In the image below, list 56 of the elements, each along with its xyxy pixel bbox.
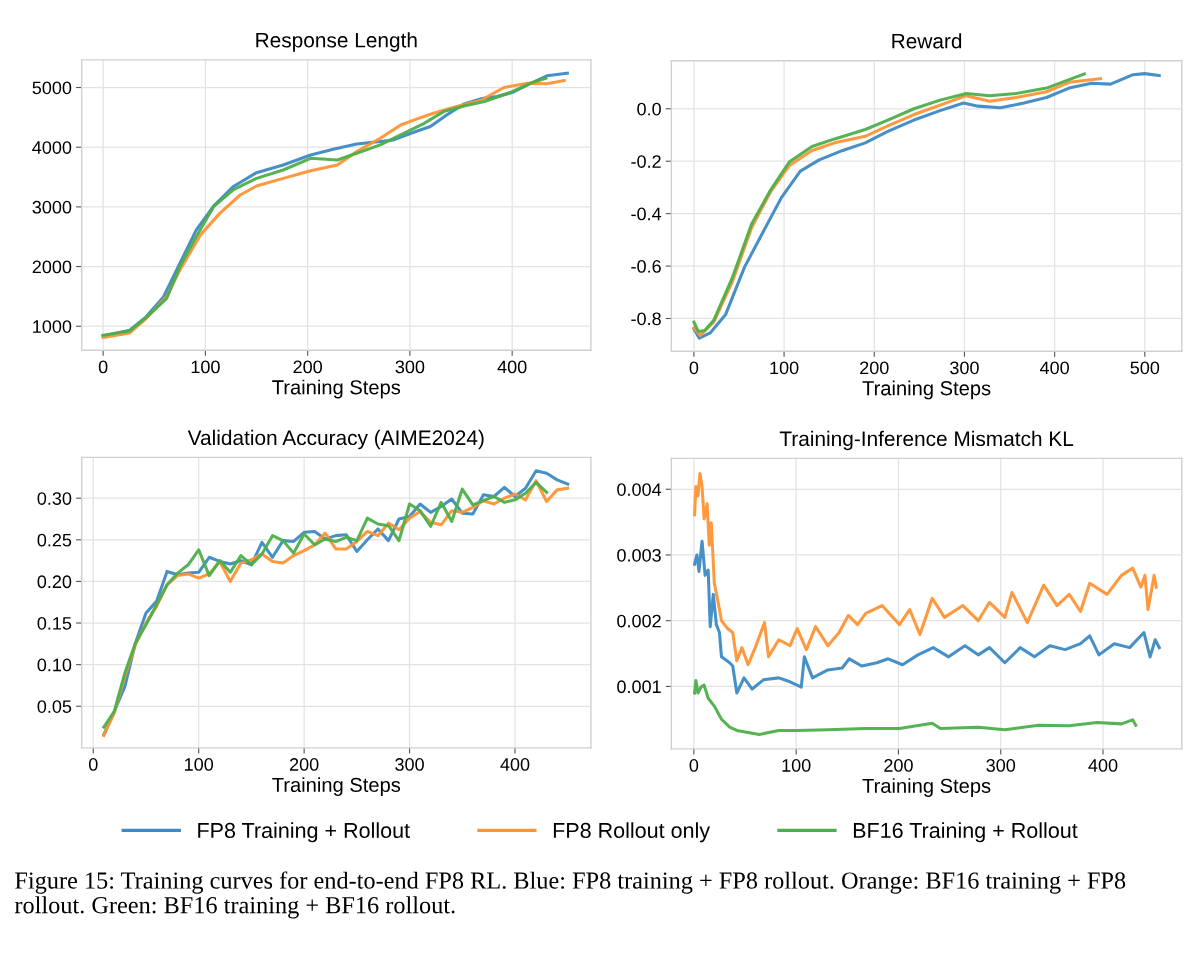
x-axis-title: Training Steps [862,380,991,400]
x-tick-label: 200 [293,360,323,374]
x-tick-label: 0 [689,361,699,375]
line-series [693,678,1138,736]
y-tick-label: 1000 [33,320,72,333]
y-tick-label: 4000 [32,141,72,154]
y-tick-label: 5000 [32,81,72,95]
chart-title: Reward [892,33,962,49]
y-tick-label: 0.001 [617,680,661,694]
x-tick-label: 200 [289,758,319,771]
legend-label: BF16 Training + Rollout [853,822,1078,843]
x-tick-label: 200 [860,361,889,375]
legend-label: FP8 Training + Rollout [198,822,410,843]
chart-title: Training-Inference Mismatch KL [779,430,1074,451]
chart-title: Validation Accuracy (AIME2024) [187,429,484,450]
caption: Figure 15: Training curves for end-to-end FP8 RL. Blue: FP8 training + FP8 rollout. Orange: BF16 training + FP8 rollout. Green: BF16 training + BF16 rollout. [14,871,1126,919]
x-tick-label: 300 [986,759,1016,772]
x-tick-label: 300 [950,361,979,375]
x-tick-label: 0 [689,759,699,772]
x-tick-label: 0 [88,758,98,771]
y-tick-label: -0.4 [631,207,662,221]
x-tick-label: 100 [770,361,799,375]
y-tick-label: 0.05 [37,700,72,713]
y-tick-label: 0.0 [637,102,661,116]
y-tick-label: 2000 [32,260,72,274]
chart-title: Response Length [256,32,417,52]
x-tick-label: 100 [782,759,811,772]
x-tick-label: 400 [1039,361,1069,375]
x-tick-label: 500 [1130,361,1160,375]
y-tick-label: 0.003 [617,548,661,562]
y-tick-label: 0.15 [37,616,72,630]
x-axis-title: Training Steps [272,777,401,796]
x-tick-label: 0 [98,360,108,374]
line-series [693,471,1158,667]
y-tick-label: 0.004 [617,483,662,496]
x-tick-label: 400 [500,758,530,771]
legend-label: FP8 Rollout only [553,822,711,843]
x-tick-label: 400 [1088,759,1118,772]
line-series [693,539,1161,695]
x-tick-label: 100 [185,758,214,771]
y-tick-label: 0.25 [37,533,72,547]
x-tick-label: 300 [395,758,424,771]
x-tick-label: 400 [497,360,527,374]
y-tick-label: -0.6 [631,259,661,273]
x-tick-label: 300 [395,360,425,374]
x-tick-label: 200 [884,759,913,772]
y-tick-label: 0.10 [37,658,72,672]
x-axis-title: Training Steps [272,379,401,399]
y-tick-label: 0.002 [617,614,661,628]
y-tick-label: 3000 [32,200,72,214]
y-tick-label: 0.20 [37,575,72,589]
x-axis-title: Training Steps [862,778,991,797]
y-tick-label: -0.2 [631,155,661,168]
y-tick-label: -0.8 [631,312,661,326]
x-tick-label: 100 [191,360,220,374]
y-tick-label: 0.30 [37,492,72,505]
